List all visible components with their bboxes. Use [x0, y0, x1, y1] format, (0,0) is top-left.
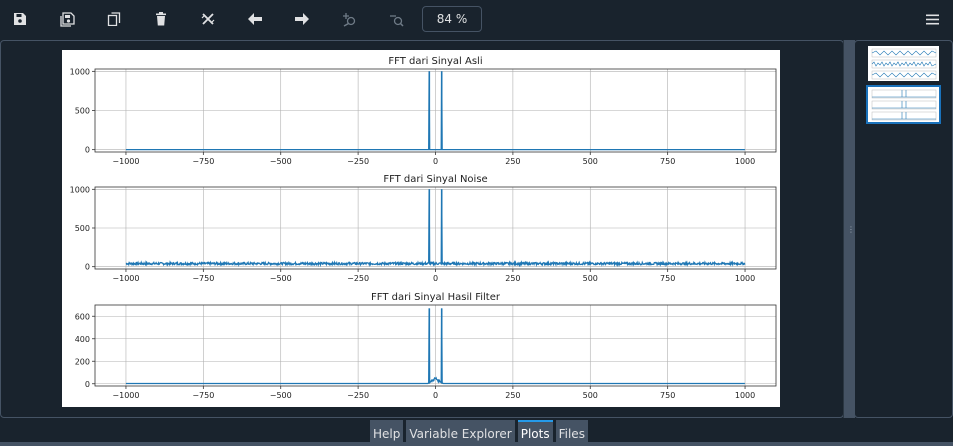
x-tick-label: −750 — [192, 274, 214, 283]
hamburger-menu-icon — [925, 14, 939, 24]
remove-plot-button[interactable] — [147, 6, 175, 32]
figure-canvas[interactable]: FFT dari Sinyal Asli −1000 −750 −500 −250 0 25… — [62, 50, 780, 407]
fft-series-line — [125, 308, 745, 385]
subplot-title: FFT dari Sinyal Hasil Filter — [371, 292, 501, 303]
x-tick-label: 500 — [583, 274, 598, 283]
plots-toolbar: 84 % — [0, 0, 953, 40]
x-tick-label: 0 — [433, 391, 438, 400]
x-tick-label: 250 — [505, 274, 520, 283]
axes-frame — [94, 186, 777, 270]
x-tick-label: 0 — [433, 157, 438, 166]
options-menu-button[interactable] — [918, 6, 946, 32]
fft-series-line — [125, 71, 745, 151]
subplot-title: FFT dari Sinyal Noise — [383, 174, 487, 185]
y-tick-label: 1000 — [70, 185, 90, 194]
arrow-left-icon — [248, 13, 262, 25]
subplot-title: FFT dari Sinyal Asli — [388, 56, 482, 67]
zoom-out-icon — [389, 14, 404, 27]
x-tick-label: 1000 — [735, 157, 755, 166]
x-tick-label: −500 — [270, 391, 292, 400]
tab-files[interactable]: Files — [555, 420, 588, 444]
x-tick-label: −500 — [270, 274, 292, 283]
save-all-plots-button[interactable] — [53, 6, 81, 32]
x-tick-label: 1000 — [735, 391, 755, 400]
plot-thumbnail-2[interactable] — [866, 85, 941, 124]
remove-all-icon — [201, 13, 215, 25]
previous-plot-button[interactable] — [241, 6, 269, 32]
pane-tabs: Help Variable Explorer Plots Files — [370, 420, 588, 444]
next-plot-button[interactable] — [288, 6, 316, 32]
x-tick-label: 750 — [660, 274, 675, 283]
thumbnails-pane — [854, 40, 953, 418]
zoom-out-button[interactable] — [382, 6, 410, 32]
y-tick-label: 600 — [75, 312, 90, 321]
x-tick-label: 500 — [583, 157, 598, 166]
x-tick-label: 500 — [583, 391, 598, 400]
y-tick-label: 0 — [85, 263, 90, 272]
x-tick-label: −750 — [192, 391, 214, 400]
thumbnail-preview-2 — [871, 89, 937, 121]
thumbnail-preview-1 — [871, 48, 937, 80]
remove-all-plots-button[interactable] — [194, 6, 222, 32]
arrow-right-icon — [295, 13, 309, 25]
status-strip — [0, 442, 953, 446]
tab-help[interactable]: Help — [370, 420, 404, 444]
zoom-in-icon — [342, 12, 355, 27]
x-tick-label: −1000 — [112, 274, 139, 283]
subplot-2: FFT dari Sinyal Noise −1000 −750 −500 −250 0 2… — [70, 174, 777, 283]
y-tick-label: 400 — [75, 335, 90, 344]
x-tick-label: −250 — [347, 157, 369, 166]
x-tick-label: −1000 — [112, 391, 139, 400]
y-tick-label: 500 — [75, 224, 90, 233]
x-tick-label: 1000 — [735, 274, 755, 283]
y-tick-label: 500 — [75, 107, 90, 116]
save-plot-button[interactable] — [6, 6, 34, 32]
x-tick-label: 0 — [433, 274, 438, 283]
subplot-3: FFT dari Sinyal Hasil Filter −1000 −750 −50… — [75, 292, 777, 400]
x-tick-label: −250 — [347, 391, 369, 400]
copy-plot-button[interactable] — [100, 6, 128, 32]
save-all-icon — [59, 11, 75, 27]
axes-frame — [94, 304, 777, 387]
pane-tab-bar: Help Variable Explorer Plots Files — [0, 418, 953, 446]
subplot-1: FFT dari Sinyal Asli −1000 −750 −500 −250 0 25… — [70, 56, 777, 166]
splitter-handle-icon[interactable]: ⋮ — [847, 225, 855, 235]
x-tick-label: 750 — [660, 157, 675, 166]
y-tick-label: 0 — [85, 380, 90, 389]
x-tick-label: 250 — [505, 391, 520, 400]
plot-thumbnail-1[interactable] — [868, 46, 939, 81]
fft-series-line — [125, 189, 746, 268]
x-tick-label: −500 — [270, 157, 292, 166]
x-tick-label: −750 — [192, 157, 214, 166]
fft-figure: FFT dari Sinyal Asli −1000 −750 −500 −250 0 25… — [70, 56, 777, 400]
pane-splitter[interactable] — [843, 40, 855, 418]
x-tick-label: −250 — [347, 274, 369, 283]
axes-frame — [94, 68, 777, 153]
zoom-in-button[interactable] — [335, 6, 363, 32]
copy-icon — [107, 12, 121, 26]
trash-icon — [156, 12, 166, 26]
x-tick-label: 750 — [660, 391, 675, 400]
x-tick-label: 250 — [505, 157, 520, 166]
y-tick-label: 0 — [85, 146, 90, 155]
y-tick-label: 200 — [75, 357, 90, 366]
tab-variable-explorer[interactable]: Variable Explorer — [406, 420, 515, 444]
y-tick-label: 1000 — [70, 67, 90, 76]
tab-plots[interactable]: Plots — [517, 420, 553, 444]
x-tick-label: −1000 — [112, 157, 139, 166]
save-icon — [14, 13, 26, 25]
zoom-level-field[interactable]: 84 % — [422, 6, 482, 32]
